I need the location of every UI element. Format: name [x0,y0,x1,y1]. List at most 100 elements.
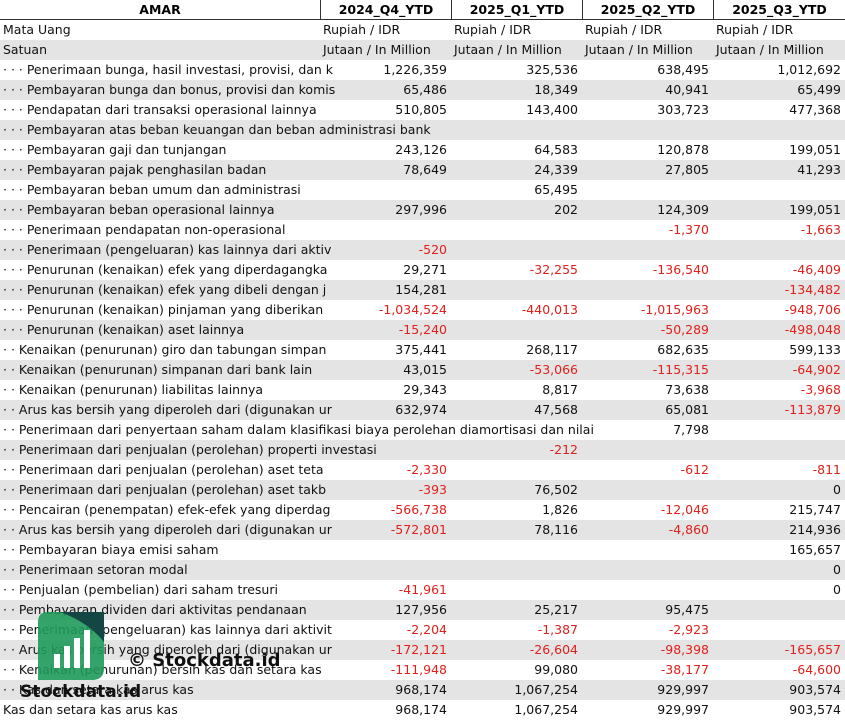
table-row: · · Pembayaran biaya emisi saham 165,657 [0,540,845,560]
value-cell: 78,116 [534,522,578,537]
value-cell: -98,398 [660,642,709,657]
unit-cell: Rupiah / IDR [454,22,532,37]
row-label: · · Arus kas bersih yang diperoleh dari … [3,522,332,537]
value-cell: 202 [554,202,578,217]
table-row: Mata Uang Rupiah / IDR Rupiah / IDR Rupiah … [0,20,845,40]
table-row: · · Kenaikan (penurunan) bersih kas dan … [0,660,845,680]
value-cell: -115,315 [652,362,709,377]
value-cell: 40,941 [665,82,709,97]
value-cell: 297,996 [395,202,447,217]
row-label: · · Penerimaan setoran modal [3,562,188,577]
column-header: 2025_Q1_YTD [451,0,582,20]
table-row: · · Arus kas bersih yang diperoleh dari … [0,400,845,420]
value-cell: 64,583 [534,142,578,157]
value-cell: -15,240 [398,322,447,337]
row-label: · · Pembayaran biaya emisi saham [3,542,219,557]
value-cell: 1,012,692 [777,62,841,77]
table-row: · · Kas dan setara kas arus kas 968,174 1,… [0,680,845,700]
value-cell: 632,974 [395,402,447,417]
value-cell: 215,747 [789,502,841,517]
value-cell: -3,968 [800,382,841,397]
value-cell: 143,400 [526,102,578,117]
value-cell: 29,271 [403,262,447,277]
row-label: · · · Pembayaran atas beban keuangan dan… [3,122,431,137]
unit-cell: Jutaan / In Million [585,42,693,57]
value-cell: -50,289 [660,322,709,337]
value-cell: 375,441 [395,342,447,357]
value-cell: 268,117 [526,342,578,357]
value-cell: 78,649 [403,162,447,177]
row-label: · · · Pembayaran beban umum dan administ… [3,182,301,197]
value-cell: -440,013 [521,302,578,317]
value-cell: 199,051 [789,202,841,217]
row-label: · · Kas dan setara kas arus kas [3,682,194,697]
table-row: · · Penjualan (pembelian) dari saham tre… [0,580,845,600]
table-row: · · · Penurunan (kenaikan) efek yang dip… [0,260,845,280]
value-cell: -38,177 [660,662,709,677]
value-cell: 29,343 [403,382,447,397]
value-cell: 65,495 [534,182,578,197]
column-header: 2025_Q2_YTD [582,0,713,20]
row-label: · · Arus kas bersih yang diperoleh dari … [3,402,332,417]
row-label: · · Penerimaan dari penyertaan saham dal… [3,422,594,437]
row-label: · · · Pembayaran pajak penghasilan badan [3,162,267,177]
value-cell: 99,080 [534,662,578,677]
value-cell: -32,255 [529,262,578,277]
value-cell: 199,051 [789,142,841,157]
value-cell: 1,826 [542,502,578,517]
row-label: · · · Penurunan (kenaikan) efek yang dib… [3,282,327,297]
table-row: · · · Pembayaran beban operasional lainn… [0,200,845,220]
unit-cell: Rupiah / IDR [585,22,663,37]
table-row: · · Kenaikan (penurunan) simpanan dari b… [0,360,845,380]
value-cell: -1,370 [668,222,709,237]
value-cell: -1,663 [800,222,841,237]
row-label: · · · Penurunan (kenaikan) pinjaman yang… [3,302,324,317]
table-row: · · Penerimaan dari penyertaan saham dal… [0,420,845,440]
table-row: · · · Penerimaan bunga, hasil investasi,… [0,60,845,80]
value-cell: 599,133 [789,342,841,357]
value-cell: -26,604 [529,642,578,657]
value-cell: -111,948 [390,662,447,677]
value-cell: -134,482 [784,282,841,297]
table-row: · · · Penurunan (kenaikan) efek yang dib… [0,280,845,300]
row-label: · · Penerimaan dari penjualan (perolehan… [3,482,327,497]
row-label: · · Penjualan (pembelian) dari saham tre… [3,582,278,597]
column-header: 2025_Q3_YTD [713,0,845,20]
table-row: · · · Pembayaran bunga dan bonus, provis… [0,80,845,100]
value-cell: 682,635 [657,342,709,357]
value-cell: 968,174 [395,682,447,697]
value-cell: 929,997 [657,682,709,697]
value-cell: -2,204 [406,622,447,637]
row-label: · · · Penurunan (kenaikan) aset lainnya [3,322,245,337]
table-row: · · Pembayaran dividen dari aktivitas pe… [0,600,845,620]
value-cell: 65,486 [403,82,447,97]
table-row: Kas dan setara kas arus kas 968,174 1,067,… [0,700,845,720]
value-cell: -1,034,524 [378,302,447,317]
table-row: · · Penerimaan dari penjualan (perolehan… [0,460,845,480]
value-cell: -520 [418,242,447,257]
row-label: · · Penerimaan dari penjualan (perolehan… [3,462,324,477]
table-row: · · · Pendapatan dari transaksi operasio… [0,100,845,120]
table-row: · · · Pembayaran gaji dan tunjangan 243,1… [0,140,845,160]
row-label: · · Kenaikan (penurunan) simpanan dari b… [3,362,313,377]
unit-cell: Jutaan / In Million [716,42,824,57]
column-header: AMAR [0,0,320,20]
value-cell: -498,048 [784,322,841,337]
value-cell: 7,798 [673,422,709,437]
value-cell: -113,879 [784,402,841,417]
row-label: · · · Penerimaan (pengeluaran) kas lainn… [3,242,332,257]
value-cell: 325,536 [526,62,578,77]
row-label: · · Pencairan (penempatan) efek-efek yan… [3,502,331,517]
table-row: · · Penerimaan dari penjualan (perolehan… [0,480,845,500]
value-cell: -12,046 [660,502,709,517]
table-row: · · · Penurunan (kenaikan) aset lainnya -… [0,320,845,340]
value-cell: -212 [549,442,578,457]
value-cell: 0 [833,562,841,577]
table-row: · · Arus kas bersih yang diperoleh dari … [0,520,845,540]
value-cell: 41,293 [797,162,841,177]
value-cell: 903,574 [789,682,841,697]
value-cell: 243,126 [395,142,447,157]
value-cell: 638,495 [657,62,709,77]
value-cell: 0 [833,582,841,597]
